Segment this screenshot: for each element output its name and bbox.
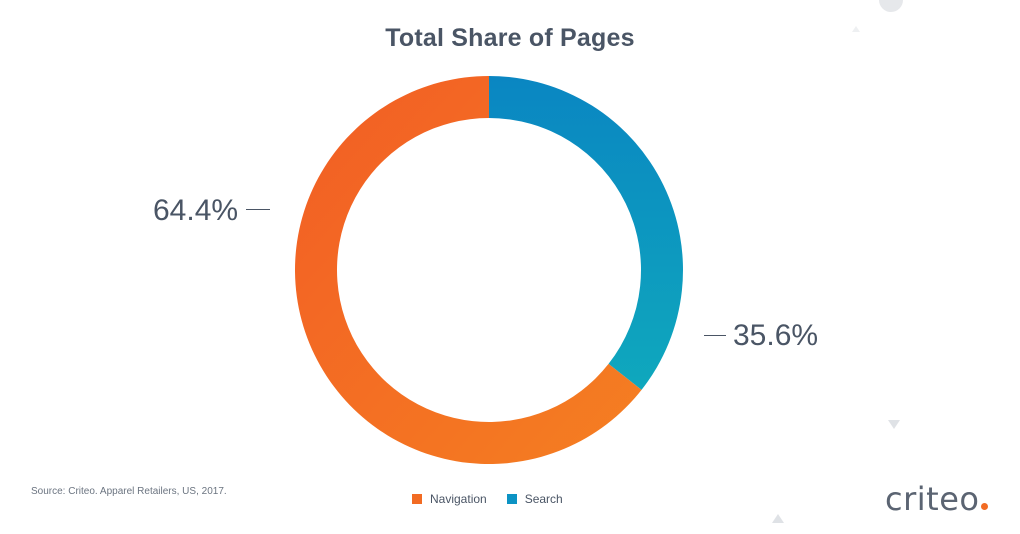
leader-line-navigation: [246, 209, 270, 210]
legend-label-search: Search: [524, 492, 563, 506]
donut-slice-search: [489, 76, 683, 390]
legend-item-search: Search: [506, 492, 563, 506]
chart-title: Total Share of Pages: [385, 24, 635, 52]
logo-text: criteo: [885, 480, 980, 518]
decorative-circle-icon: [879, 0, 903, 12]
legend-swatch-search: [506, 494, 517, 504]
slice-label-search: 35.6%: [733, 319, 819, 352]
legend-item-navigation: Navigation: [412, 492, 487, 506]
source-note: Source: Criteo. Apparel Retailers, US, 2…: [31, 486, 227, 497]
decorative-triangle-up-icon: [772, 514, 784, 523]
legend: Navigation Search: [412, 492, 583, 506]
slice-label-navigation: 64.4%: [153, 194, 239, 227]
decorative-triangle-up-small-icon: [852, 26, 860, 32]
criteo-logo: criteo: [885, 480, 989, 518]
legend-label-navigation: Navigation: [430, 492, 487, 506]
decorative-triangle-down-icon: [888, 420, 900, 429]
logo-dot-icon: [981, 503, 989, 510]
leader-line-search: [704, 335, 726, 336]
legend-swatch-navigation: [412, 494, 422, 504]
